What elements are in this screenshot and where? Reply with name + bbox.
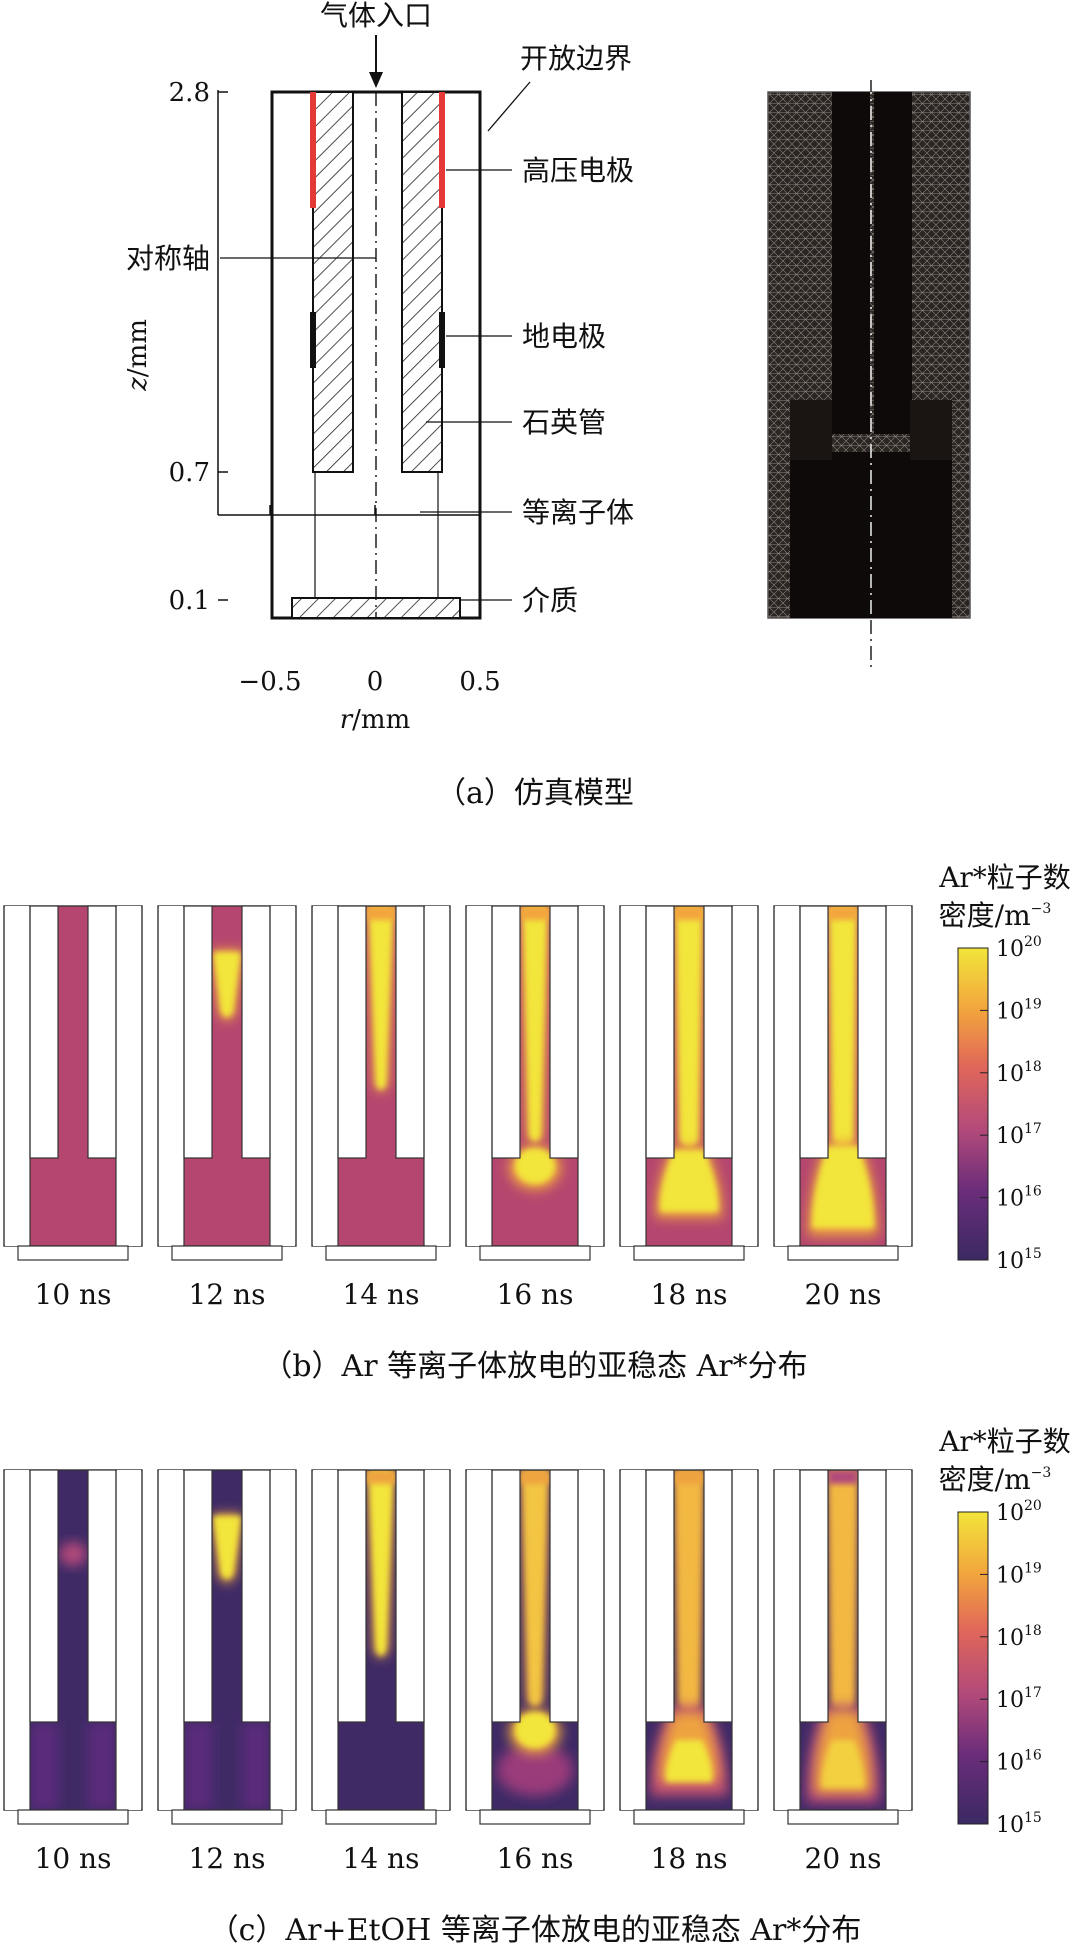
- y-tick-label: 0.7: [169, 458, 210, 488]
- colorbar-tick-label: 1018: [996, 1623, 1042, 1651]
- time-label: 10 ns: [35, 1842, 112, 1875]
- hv-electrode-label: 高压电极: [522, 154, 634, 187]
- discharge-plume: [212, 906, 242, 1021]
- gas-inlet-label: 气体入口: [320, 0, 432, 32]
- sim-frame: 14 ns: [311, 1469, 451, 1875]
- mesh-view: [767, 80, 971, 668]
- time-label: 12 ns: [189, 1842, 266, 1875]
- y-tick-label: 2.8: [169, 78, 210, 108]
- sim-frame: 14 ns: [311, 905, 451, 1311]
- discharge-plume: [30, 1542, 116, 1810]
- colorbar-tick-label: 1020: [996, 1498, 1042, 1526]
- sim-frame: 20 ns: [773, 905, 913, 1311]
- discharge-plume: [366, 906, 396, 1092]
- density-background: [30, 906, 116, 1246]
- colorbar-tick-label: 1019: [996, 1560, 1042, 1588]
- colorbar-tick-label: 1015: [996, 1246, 1042, 1274]
- colorbar-title: 密度/m−3: [939, 899, 1052, 932]
- dielectric-slab: [171, 1809, 283, 1825]
- sim-frame: 20 ns: [773, 1469, 913, 1875]
- x-tick-label: 0: [367, 667, 384, 697]
- colorbar-title: 密度/m−3: [939, 1463, 1052, 1496]
- dielectric-slab: [325, 1809, 437, 1825]
- colorbar-tick-label: 1015: [996, 1810, 1042, 1838]
- dielectric-slab: [17, 1809, 129, 1825]
- colorbar-title: Ar*粒子数: [938, 861, 1070, 894]
- dielectric-slab: [171, 1245, 283, 1261]
- colorbar-tick-label: 1020: [996, 934, 1042, 962]
- colorbar-c: Ar*粒子数 密度/m−3: [938, 1425, 1070, 1825]
- time-label: 18 ns: [651, 1278, 728, 1311]
- x-axis-label: r/mm: [340, 705, 411, 735]
- colorbar-tick-label: 1016: [996, 1184, 1042, 1212]
- sim-frame: 16 ns: [465, 1469, 605, 1875]
- colorbar-tick-label: 1019: [996, 996, 1042, 1024]
- ground-electrode-label: 地电极: [522, 320, 606, 353]
- dielectric-slab: [633, 1245, 745, 1261]
- dielectric-slab: [325, 1245, 437, 1261]
- quartz-tube-left: [312, 91, 354, 473]
- discharge-plume: [366, 1470, 396, 1658]
- caption-b: （b）Ar 等离子体放电的亚稳态 Ar*分布: [262, 1349, 807, 1384]
- caption-c: （c）Ar+EtOH 等离子体放电的亚稳态 Ar*分布: [209, 1913, 862, 1948]
- plasma-label: 等离子体: [522, 496, 634, 529]
- colorbar-title: Ar*粒子数: [938, 1425, 1070, 1458]
- sim-frame: 16 ns: [465, 905, 605, 1311]
- y-tick-label: 0.1: [169, 586, 210, 616]
- colorbar-tick-label: 1018: [996, 1059, 1042, 1087]
- quartz-tube-label: 石英管: [522, 406, 606, 439]
- discharge-plume: [805, 1470, 881, 1804]
- panel-c: （c）Ar+EtOH 等离子体放电的亚稳态 Ar*分布 Ar*粒子数 密度/m−…: [3, 1425, 1070, 1948]
- dielectric-slab: [633, 1809, 745, 1825]
- dielectric-slab: [787, 1809, 899, 1825]
- sim-frame: 12 ns: [157, 905, 297, 1311]
- colorbar-gradient: [957, 947, 989, 1261]
- time-label: 20 ns: [805, 1842, 882, 1875]
- quartz-tube-right: [401, 91, 443, 473]
- discharge-plume: [655, 906, 723, 1218]
- panel-a: 气体入口 开放边界 高压电极 对称轴 地电极 石英管 等离子体 介质 2.8 0…: [123, 0, 971, 811]
- time-label: 14 ns: [343, 1842, 420, 1875]
- dielectric-slab: [17, 1245, 129, 1261]
- caption-a: （a）仿真模型: [436, 776, 634, 811]
- down-arrow-icon: [369, 72, 383, 88]
- time-label: 20 ns: [805, 1278, 882, 1311]
- colorbar-tick-label: 1017: [996, 1121, 1042, 1149]
- time-label: 18 ns: [651, 1842, 728, 1875]
- discharge-plume: [808, 906, 878, 1236]
- colorbar-gradient: [957, 1511, 989, 1825]
- sim-frame: 10 ns: [3, 905, 143, 1311]
- sim-frame: 18 ns: [619, 1469, 759, 1875]
- dielectric-slab: [479, 1245, 591, 1261]
- dielectric-slab: [787, 1245, 899, 1261]
- colorbar-tick-label: 1017: [996, 1685, 1042, 1713]
- time-label: 10 ns: [35, 1278, 112, 1311]
- dielectric-label: 介质: [522, 584, 578, 617]
- y-axis-label: z/mm: [123, 319, 153, 392]
- discharge-plume: [509, 906, 561, 1190]
- panel-b: （b）Ar 等离子体放电的亚稳态 Ar*分布 Ar*粒子数 密度/m−3 10 …: [3, 861, 1070, 1384]
- sim-frame: 18 ns: [619, 905, 759, 1311]
- dielectric-slab: [479, 1809, 591, 1825]
- time-label: 16 ns: [497, 1278, 574, 1311]
- open-boundary-label: 开放边界: [520, 42, 632, 75]
- symmetry-axis-label: 对称轴: [126, 242, 210, 275]
- density-background: [184, 906, 270, 1246]
- time-label: 12 ns: [189, 1278, 266, 1311]
- discharge-plume: [184, 1470, 270, 1810]
- sim-frame: 12 ns: [157, 1469, 297, 1875]
- colorbar-tick-label: 1016: [996, 1748, 1042, 1776]
- time-label: 14 ns: [343, 1278, 420, 1311]
- x-tick-label: −0.5: [238, 667, 301, 697]
- sim-frame: 10 ns: [3, 1469, 143, 1875]
- discharge-plume: [497, 1470, 573, 1796]
- x-tick-label: 0.5: [459, 667, 500, 697]
- colorbar-b: Ar*粒子数 密度/m−3: [938, 861, 1070, 1261]
- time-label: 16 ns: [497, 1842, 574, 1875]
- discharge-plume: [650, 1470, 728, 1796]
